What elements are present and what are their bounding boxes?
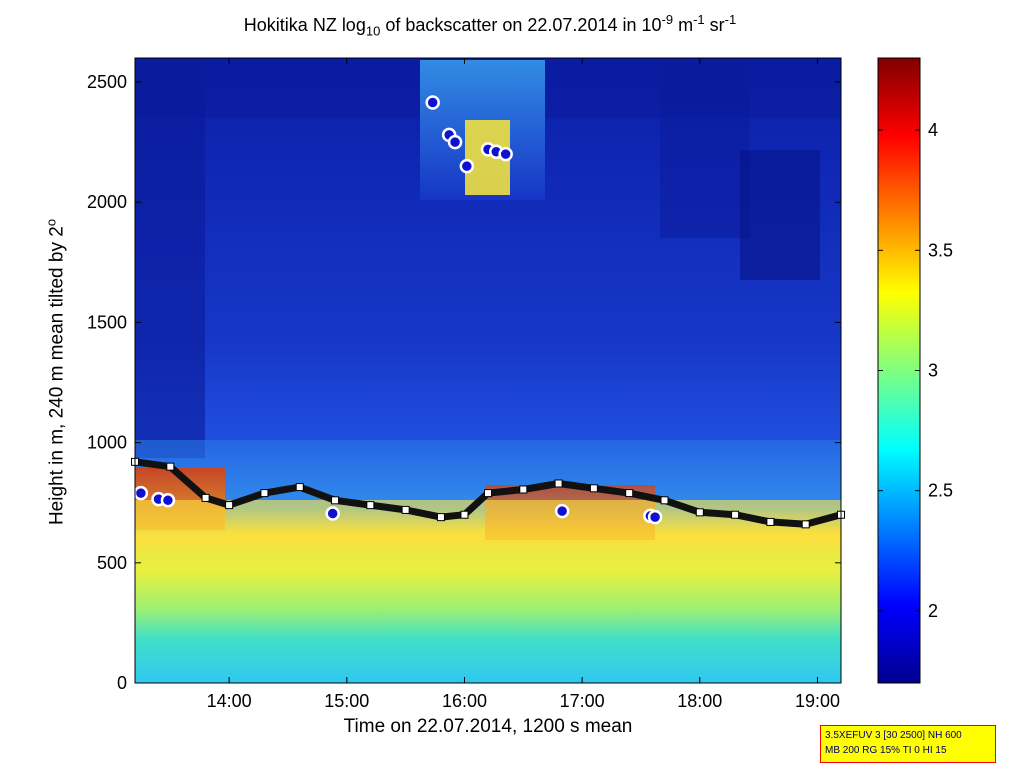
cloud-base-point xyxy=(554,479,563,488)
y-tick-label: 500 xyxy=(97,553,127,573)
cloud-top-marker xyxy=(133,485,149,501)
x-tick-label: 14:00 xyxy=(207,691,252,711)
cloud-base-point xyxy=(201,493,210,502)
x-tick-label: 15:00 xyxy=(324,691,369,711)
colorbar xyxy=(877,57,921,684)
cloud-markers xyxy=(133,95,663,525)
x-tick-label: 19:00 xyxy=(795,691,840,711)
cloud-base-point xyxy=(695,508,704,517)
cloud-base-point xyxy=(801,520,810,529)
cloud-base-point xyxy=(401,505,410,514)
cloud-base-point xyxy=(260,489,269,498)
cloud-base-point xyxy=(460,510,469,519)
cloud-base-point xyxy=(625,489,634,498)
colorbar-tick-label: 3 xyxy=(928,361,938,381)
y-tick-label: 2500 xyxy=(87,72,127,92)
cloud-base-point xyxy=(295,483,304,492)
upper-cloud-marker xyxy=(459,158,475,174)
x-tick-label: 18:00 xyxy=(677,691,722,711)
y-axis-label: Height in m, 240 m mean tilted by 2o xyxy=(43,218,68,526)
y-tick-label: 1500 xyxy=(87,312,127,332)
info-line-2: MB 200 RG 15% TI 0 HI 15 xyxy=(825,745,947,756)
y-axis: 0 500 1000 1500 2000 2500 xyxy=(87,72,841,693)
cloud-base-point xyxy=(166,462,175,471)
cloud-base-point xyxy=(225,501,234,510)
x-axis: 14:00 15:00 16:00 17:00 18:00 19:00 xyxy=(207,58,840,711)
cloud-base-line xyxy=(131,457,845,529)
colorbar-tick-label: 3.5 xyxy=(928,240,953,260)
upper-cloud-marker xyxy=(498,146,513,162)
colorbar-axis: 2 2.5 3 3.5 4 xyxy=(878,120,953,621)
cloud-base-point xyxy=(331,496,340,505)
y-tick-label: 0 xyxy=(117,673,127,693)
cloud-base-point xyxy=(766,517,775,526)
y-tick-label: 1000 xyxy=(87,433,127,453)
cloud-base-point xyxy=(731,510,740,519)
cloud-base-point xyxy=(484,489,492,498)
cloud-top-marker xyxy=(647,509,663,525)
info-line-1: 3.5XEFUV 3 [30 2500] NH 600 xyxy=(825,730,962,741)
settings-info-box: 3.5XEFUV 3 [30 2500] NH 600 MB 200 RG 15… xyxy=(820,725,996,763)
cloud-base-point xyxy=(519,485,528,494)
chart-title: Hokitika NZ log10 of backscatter on 22.0… xyxy=(243,12,737,39)
cloud-base-point xyxy=(366,501,375,510)
cloud-top-marker xyxy=(160,493,176,508)
plot-frame xyxy=(134,57,842,684)
colorbar-tick-label: 2.5 xyxy=(928,481,953,501)
cloud-base-point xyxy=(436,513,445,522)
cloud-base-series xyxy=(134,458,842,528)
colorbar-tick-label: 2 xyxy=(928,601,938,621)
upper-cloud-marker xyxy=(447,134,463,150)
cloud-top-marker xyxy=(325,506,340,521)
colorbar-tick-label: 4 xyxy=(928,120,938,140)
cloud-base-point xyxy=(660,496,669,505)
x-axis-label: Time on 22.07.2014, 1200 s mean xyxy=(343,716,633,737)
cloud-top-marker xyxy=(554,503,570,519)
x-tick-label: 16:00 xyxy=(442,691,487,711)
cloud-base-point xyxy=(589,484,598,493)
y-tick-label: 2000 xyxy=(87,192,127,212)
upper-cloud-marker xyxy=(425,95,440,110)
x-tick-label: 17:00 xyxy=(560,691,605,711)
